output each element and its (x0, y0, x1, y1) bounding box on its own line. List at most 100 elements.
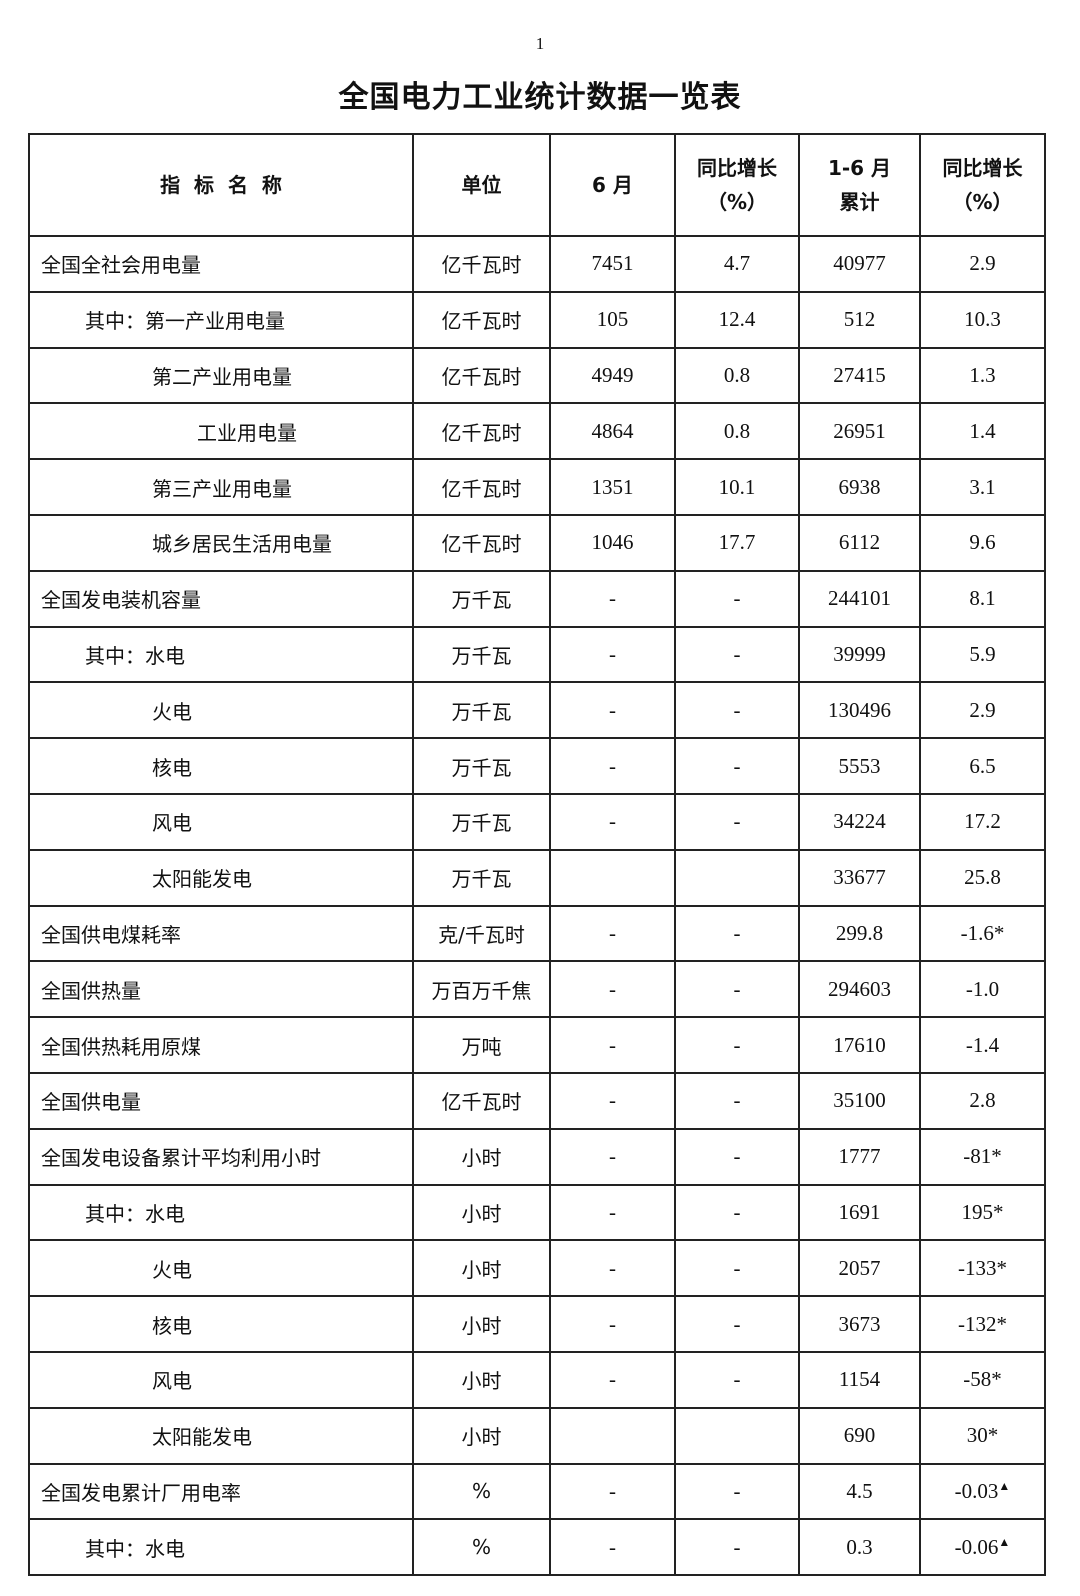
cumulative-value-cell: 34224 (798, 792, 921, 851)
month-yoy-cell: 0.8 (674, 402, 800, 461)
header-cumulative: 1-6 月累计 (798, 133, 921, 237)
indicator-name-cell-text: 其中：水电 (85, 1201, 185, 1226)
cumulative-yoy-cell: 2.9 (919, 235, 1046, 293)
indicator-name-cell-text: 其中：第一产业用电量 (85, 309, 285, 334)
month-yoy-cell-text: 0.8 (723, 362, 751, 387)
unit-cell-text: 亿千瓦时 (441, 309, 522, 334)
indicator-name-cell: 全国全社会用电量 (28, 235, 414, 293)
header-name: 指 标 名 称 (28, 133, 414, 237)
cumulative-value-cell-text: 512 (843, 307, 876, 332)
month-yoy-cell: 12.4 (674, 290, 800, 349)
unit-cell-text: 亿千瓦时 (441, 476, 522, 501)
indicator-name-cell: 全国供电量 (28, 1071, 414, 1130)
month-value-cell-text: - (609, 1032, 616, 1057)
unit-cell: 小时 (412, 1127, 551, 1186)
unit-cell: 亿千瓦时 (412, 346, 551, 405)
cumulative-yoy-cell: -81* (919, 1127, 1046, 1186)
month-value-cell: - (549, 1350, 676, 1409)
unit-cell-text: 小时 (461, 1313, 502, 1338)
table-row: 太阳能发电 小时 690 30* (28, 1406, 1046, 1465)
month-yoy-cell: - (674, 625, 800, 684)
cumulative-value-cell: 299.8 (798, 904, 921, 963)
cumulative-yoy-cell: -0.03▲ (919, 1462, 1046, 1521)
cumulative-yoy-cell: -133* (919, 1239, 1046, 1298)
cumulative-value-cell-text: 1154 (838, 1367, 881, 1392)
cumulative-yoy-cell: 9.6 (919, 513, 1046, 572)
cumulative-yoy-cell: -1.4 (919, 1016, 1046, 1074)
unit-cell: 小时 (412, 1295, 551, 1353)
header-month-yoy-line2: （%） (706, 190, 768, 214)
month-value-cell-text: - (609, 1144, 616, 1169)
month-value-cell-text: - (609, 1255, 616, 1280)
month-yoy-cell-text: - (733, 1311, 741, 1336)
month-value-cell-text: - (609, 697, 616, 722)
month-yoy-cell: - (674, 737, 800, 795)
cumulative-value-cell-text: 33677 (833, 865, 886, 890)
cumulative-value-cell-text: 294603 (828, 976, 891, 1001)
month-value-cell-text: 1351 (591, 474, 634, 499)
month-value-cell: 4864 (549, 402, 676, 461)
month-yoy-cell: - (674, 1295, 800, 1353)
cumulative-yoy-cell-text: -1.6* (960, 920, 1005, 945)
cumulative-yoy-cell-text: 1.4 (969, 418, 996, 443)
cumulative-value-cell-text: 34224 (833, 809, 886, 834)
indicator-name-cell: 全国供电煤耗率 (28, 904, 414, 963)
indicator-name-cell: 其中：水电 (28, 1183, 414, 1242)
unit-cell: 万千瓦 (412, 569, 551, 628)
month-yoy-cell-text: 10.1 (718, 474, 756, 499)
triangle-mark-icon: ▲ (998, 1534, 1011, 1549)
cumulative-value-cell-text: 299.8 (835, 920, 884, 945)
month-yoy-cell: - (674, 904, 800, 963)
month-yoy-cell (674, 848, 800, 907)
table-row: 其中：第一产业用电量 亿千瓦时 105 12.4 512 10.3 (28, 290, 1046, 349)
cumulative-yoy-cell-text: 8.1 (969, 586, 996, 611)
indicator-name-cell-text: 核电 (152, 1313, 192, 1338)
cumulative-value-cell: 294603 (798, 960, 921, 1019)
indicator-name-cell-text: 火电 (152, 699, 192, 724)
cumulative-yoy-cell: 8.1 (919, 569, 1046, 628)
cumulative-yoy-cell-text: -133* (958, 1255, 1007, 1280)
cumulative-value-cell-text: 6938 (838, 474, 881, 499)
indicator-name-cell: 全国发电累计厂用电率 (28, 1462, 414, 1521)
indicator-name-cell-text: 风电 (152, 811, 192, 836)
month-value-cell: - (549, 1016, 676, 1074)
indicator-name-cell: 第二产业用电量 (28, 346, 414, 405)
cumulative-yoy-cell: -132* (919, 1295, 1046, 1353)
month-yoy-cell-text: - (733, 1088, 741, 1113)
cumulative-yoy-cell: 5.9 (919, 625, 1046, 684)
indicator-name-cell-text: 全国发电累计厂用电率 (41, 1480, 241, 1505)
unit-cell-text: 万千瓦 (451, 755, 512, 780)
month-yoy-cell: 17.7 (674, 513, 800, 572)
cumulative-yoy-cell-text: 1.3 (969, 362, 996, 387)
table-row: 全国供电煤耗率 克/千瓦时 - - 299.8 -1.6* (28, 904, 1046, 963)
unit-cell: 小时 (412, 1183, 551, 1242)
indicator-name-cell: 其中：第一产业用电量 (28, 290, 414, 349)
cumulative-yoy-cell-text: 30* (966, 1423, 999, 1448)
indicator-name-cell-text: 第二产业用电量 (152, 364, 292, 389)
indicator-name-cell: 太阳能发电 (28, 1406, 414, 1465)
month-value-cell: - (549, 569, 676, 628)
cumulative-yoy-cell-text: -0.06 (954, 1534, 999, 1559)
month-value-cell: - (549, 1462, 676, 1521)
month-value-cell: - (549, 1518, 676, 1577)
cumulative-value-cell: 6938 (798, 458, 921, 516)
table-row: 全国发电装机容量 万千瓦 - - 244101 8.1 (28, 569, 1046, 628)
month-value-cell: - (549, 1127, 676, 1186)
indicator-name-cell: 全国供热量 (28, 960, 414, 1019)
table-row: 其中：水电 小时 - - 1691 195* (28, 1183, 1046, 1242)
month-value-cell-text: - (609, 586, 616, 611)
cumulative-value-cell-text: 5553 (838, 753, 881, 778)
month-yoy-cell-text: - (733, 920, 741, 945)
table-row: 城乡居民生活用电量 亿千瓦时 1046 17.7 6112 9.6 (28, 513, 1046, 572)
page-number: 1 (535, 34, 545, 53)
cumulative-yoy-cell-text: 2.9 (969, 251, 996, 276)
month-yoy-cell-text: - (733, 697, 741, 722)
month-value-cell-text: - (609, 976, 616, 1001)
month-yoy-cell: - (674, 1071, 800, 1130)
month-yoy-cell-text: - (733, 976, 741, 1001)
indicator-name-cell-text: 全国发电装机容量 (41, 588, 201, 613)
cumulative-yoy-cell: -0.06▲ (919, 1518, 1046, 1577)
cumulative-yoy-cell: 30* (919, 1406, 1046, 1465)
unit-cell: 万千瓦 (412, 681, 551, 740)
month-value-cell: - (549, 737, 676, 795)
